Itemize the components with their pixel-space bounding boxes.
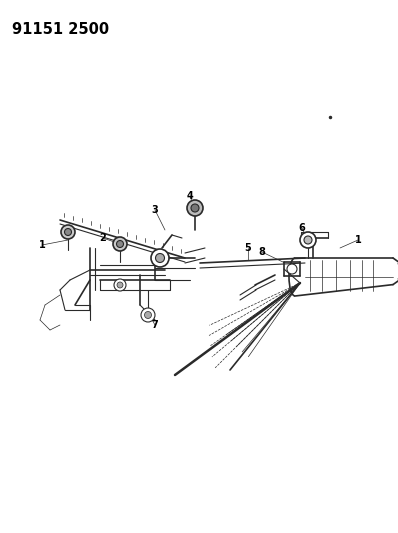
Text: 91151 2500: 91151 2500 [12,22,109,37]
Circle shape [287,264,297,274]
Circle shape [191,204,199,212]
Circle shape [300,232,316,248]
Circle shape [117,240,123,247]
Circle shape [304,236,312,244]
Circle shape [156,254,164,262]
Text: 4: 4 [187,191,193,201]
Circle shape [114,279,126,291]
Text: 1: 1 [39,240,45,250]
Circle shape [187,200,203,216]
Text: 7: 7 [152,320,158,330]
Circle shape [144,311,152,319]
Text: 1: 1 [355,235,361,245]
Circle shape [113,237,127,251]
Text: 6: 6 [298,223,305,233]
Circle shape [61,225,75,239]
Circle shape [141,308,155,322]
Text: 3: 3 [152,205,158,215]
Circle shape [64,229,72,236]
Circle shape [151,249,169,267]
Text: 8: 8 [259,247,265,257]
Text: 2: 2 [100,233,106,243]
Text: 5: 5 [245,243,252,253]
Circle shape [117,282,123,288]
